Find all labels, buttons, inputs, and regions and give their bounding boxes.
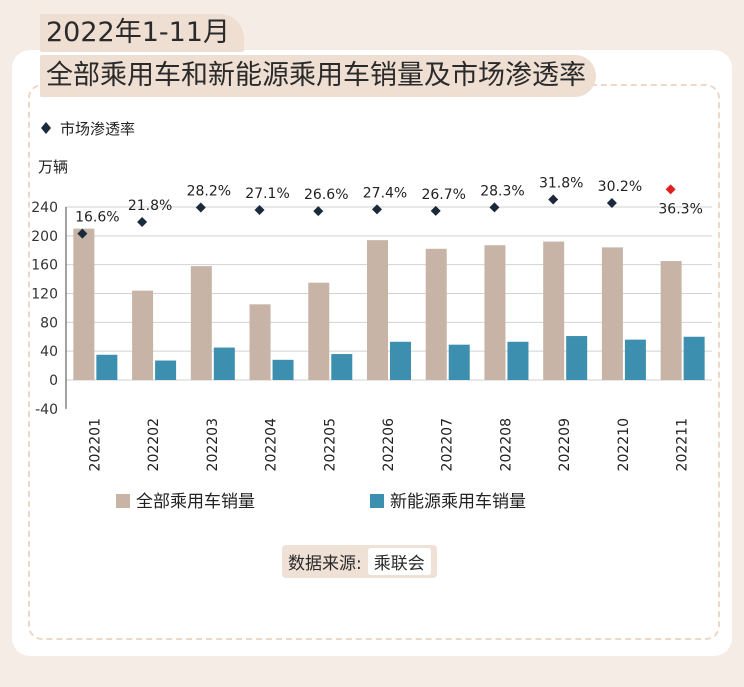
y-tick-label: 0 [49, 373, 58, 389]
penetration-marker [195, 202, 206, 213]
penetration-label: 27.1% [245, 186, 289, 202]
bar-nev [566, 336, 588, 380]
penetration-label: 28.2% [187, 184, 231, 200]
title-line-1: 2022年1-11月 [46, 17, 230, 48]
bar-total [425, 248, 447, 380]
x-tick-label: 202208 [498, 418, 514, 471]
y-tick-label: 80 [40, 315, 58, 331]
y-axis-label: 万辆 [38, 158, 68, 176]
x-tick-label: 202202 [146, 418, 162, 471]
legend-total-swatch [116, 494, 130, 508]
penetration-marker [606, 198, 617, 209]
penetration-marker [489, 202, 500, 213]
penetration-label: 28.3% [480, 183, 524, 199]
y-tick-label: 240 [31, 200, 58, 216]
title-box-1: 2022年1-11月 [40, 14, 244, 52]
penetration-marker [430, 205, 441, 216]
x-tick-label: 202210 [616, 418, 632, 471]
penetration-marker [548, 194, 559, 205]
y-tick-label: 200 [31, 229, 58, 245]
legend-penetration-label: 市场渗透率 [60, 120, 135, 138]
bar-total [73, 228, 95, 380]
x-tick-label: 202204 [264, 418, 280, 472]
bar-nev [390, 341, 411, 380]
bar-nev [155, 360, 177, 380]
penetration-label: 30.2% [598, 179, 642, 195]
x-tick-label: 202211 [675, 418, 691, 471]
y-tick-label: 120 [31, 287, 58, 303]
bar-total [601, 247, 623, 380]
penetration-label: 27.4% [363, 185, 407, 201]
x-tick-label: 202203 [205, 418, 221, 471]
bar-nev [624, 339, 646, 380]
penetration-marker [372, 204, 382, 215]
y-tick-label: -40 [35, 402, 58, 418]
bar-nev [448, 344, 470, 380]
x-tick-label: 202205 [322, 418, 338, 471]
penetration-label: 16.6% [75, 210, 119, 226]
source-value: 乘联会 [367, 548, 431, 575]
penetration-marker [665, 184, 676, 195]
penetration-label: 26.7% [421, 187, 465, 203]
x-tick-label: 202201 [87, 418, 103, 471]
legend-nev-label: 新能源乘用车销量 [390, 492, 526, 512]
penetration-label: 36.3% [658, 201, 702, 217]
bar-total [190, 266, 212, 380]
bar-total [308, 282, 330, 380]
title-box-2: 全部乘用车和新能源乘用车销量及市场渗透率 [40, 55, 596, 97]
legend-total-label: 全部乘用车销量 [136, 492, 255, 512]
bar-nev [683, 336, 705, 380]
bar-nev [213, 347, 235, 380]
bar-total [660, 261, 682, 380]
bar-nev [96, 354, 118, 380]
y-tick-label: 40 [40, 344, 58, 360]
bar-nev [331, 354, 353, 380]
legend-diamond-marker [41, 122, 51, 134]
source-box: 数据来源: 乘联会 [282, 545, 437, 578]
penetration-marker [254, 205, 265, 216]
penetration-marker [77, 228, 88, 239]
title-line-2: 全部乘用车和新能源乘用车销量及市场渗透率 [46, 60, 586, 91]
x-tick-label: 202207 [440, 418, 456, 471]
legend-nev-swatch [370, 494, 384, 508]
penetration-label: 26.6% [304, 187, 348, 203]
bar-total [543, 241, 565, 380]
penetration-label: 31.8% [539, 175, 583, 191]
x-tick-label: 202209 [557, 418, 573, 471]
y-tick-label: 160 [31, 258, 58, 274]
penetration-marker [313, 206, 324, 217]
source-label: 数据来源: [288, 554, 362, 574]
penetration-marker [137, 216, 148, 227]
bar-total [132, 290, 154, 380]
bar-total [249, 304, 271, 380]
bar-total [484, 245, 506, 380]
penetration-label: 21.8% [128, 198, 172, 214]
bar-total [367, 240, 388, 380]
bar-nev [272, 359, 294, 380]
x-tick-label: 202206 [381, 418, 397, 472]
bar-nev [507, 341, 529, 380]
